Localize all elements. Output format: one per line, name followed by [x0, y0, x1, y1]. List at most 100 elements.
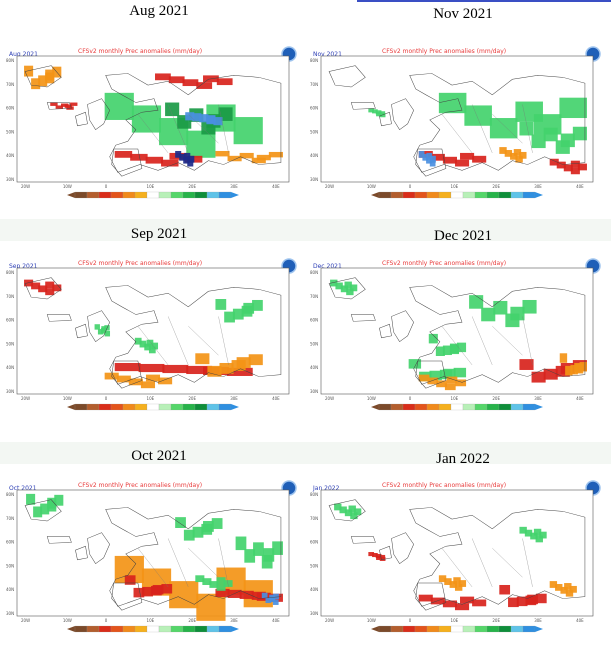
anomaly-patch [555, 584, 563, 591]
lat-tick-label: 50N [6, 341, 14, 346]
coastline [111, 360, 143, 389]
anomaly-patch [438, 575, 447, 583]
border-line [218, 538, 229, 587]
colorbar-arrow-left [67, 626, 75, 632]
anomaly-patch [513, 149, 522, 156]
anomaly-patch [449, 343, 460, 354]
anomaly-patch [26, 493, 36, 505]
map-header: CFSv2 monthly Prec anomalies (mm/day) [382, 482, 506, 489]
coastline [415, 360, 447, 389]
anomaly-patch [422, 153, 429, 161]
coastline [111, 148, 143, 177]
anomaly-patch [481, 307, 496, 322]
colorbar-swatch [378, 191, 392, 199]
lon-tick-label: 40E [576, 618, 584, 623]
colorbar-swatch [158, 191, 172, 199]
anomaly-patch [52, 284, 62, 292]
border-line [137, 114, 169, 154]
panel-title-oct: Oct 2021 [131, 448, 187, 464]
anomaly-patch [563, 164, 573, 172]
anomaly-patch [31, 78, 41, 90]
anomaly-patch [199, 114, 209, 123]
lat-tick-label: 60N [310, 106, 318, 111]
anomaly-patch [235, 536, 247, 551]
lon-tick-label: 0 [409, 184, 412, 189]
lon-tick-label: 30E [230, 396, 238, 401]
lon-tick-label: 0 [409, 618, 412, 623]
border-line [218, 316, 229, 365]
anomaly-patch [94, 324, 100, 330]
anomaly-patch [330, 279, 338, 287]
anomaly-patch [426, 156, 432, 164]
map-date-label: Dec 2021 [313, 263, 342, 270]
anomaly-patch [133, 587, 145, 598]
coastline [24, 499, 62, 522]
anomaly-patch [442, 345, 452, 356]
anomaly-patch [559, 353, 568, 363]
colorbar-swatch [498, 625, 512, 633]
panel-title-aug: Aug 2021 [129, 3, 189, 19]
coastline [328, 65, 366, 88]
coastline [391, 98, 414, 131]
anomaly-patch [426, 152, 433, 160]
anomaly-patch [179, 153, 186, 161]
colorbar-swatch [462, 403, 476, 411]
colorbar-swatch [402, 191, 416, 199]
colorbar-swatch [194, 625, 208, 633]
anomaly-patch [519, 121, 534, 136]
anomaly-patch [539, 531, 547, 539]
colorbar-swatch [98, 403, 112, 411]
anomaly-patch [379, 113, 386, 118]
anomaly-patch [418, 374, 430, 382]
colorbar-swatch [402, 625, 416, 633]
colorbar-swatch [146, 191, 160, 199]
colorbar-swatch [86, 191, 100, 199]
coastline [75, 545, 88, 561]
border-line [471, 538, 493, 587]
anomaly-patch [104, 92, 134, 120]
anomaly-patch [252, 299, 263, 311]
colorbar-swatch [194, 403, 208, 411]
colorbar-swatch [122, 625, 136, 633]
lon-tick-label: 10W [63, 184, 72, 189]
lon-tick-label: 40E [576, 184, 584, 189]
anomaly-patch [510, 152, 518, 160]
colorbar-swatch [450, 625, 464, 633]
map-date-label: Sep 2021 [9, 263, 38, 270]
anomaly-patch [344, 281, 352, 289]
lon-tick-label: 10E [147, 618, 155, 623]
anomaly-patch [556, 161, 566, 169]
coastline [391, 532, 414, 565]
border-line [492, 326, 523, 356]
map-date-label: Jan 2022 [312, 485, 340, 492]
anomaly-patch [185, 112, 195, 121]
border-line [218, 104, 229, 153]
anomaly-patch [196, 593, 226, 621]
anomaly-patch [499, 584, 511, 595]
lat-tick-label: 60N [6, 106, 14, 111]
anomaly-patch [148, 346, 156, 354]
map-frame [320, 489, 594, 617]
colorbar-swatch [450, 191, 464, 199]
colorbar-arrow-right [231, 192, 239, 198]
lon-tick-label: 20E [492, 396, 500, 401]
lon-tick-label: 30E [230, 618, 238, 623]
panel-title-dec: Dec 2021 [434, 228, 492, 244]
lat-tick-label: 80N [6, 270, 14, 275]
anomaly-patch [442, 600, 457, 608]
lat-tick-label: 40N [6, 365, 14, 370]
coastline [379, 323, 392, 339]
anomaly-patch [47, 497, 57, 509]
anomaly-patch [579, 362, 587, 372]
colorbar-swatch [426, 191, 440, 199]
anomaly-patch [453, 577, 461, 585]
anomaly-patch [460, 152, 475, 160]
anomaly-patch [516, 596, 528, 607]
anomaly-patch [192, 526, 204, 538]
anomaly-patch [344, 509, 353, 517]
anomaly-patch [334, 503, 342, 511]
lat-tick-label: 70N [310, 294, 318, 299]
anomaly-patch [519, 151, 527, 159]
anomaly-patch [138, 363, 165, 373]
colorbar-swatch [390, 403, 404, 411]
